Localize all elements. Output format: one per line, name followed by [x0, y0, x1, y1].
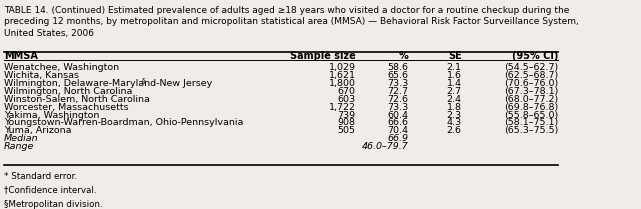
Text: 505: 505	[338, 126, 356, 135]
Text: 1,621: 1,621	[329, 71, 356, 80]
Text: 2.6: 2.6	[447, 126, 462, 135]
Text: (65.3–75.5): (65.3–75.5)	[504, 126, 558, 135]
Text: Wilmington, Delaware-Maryland-New Jersey: Wilmington, Delaware-Maryland-New Jersey	[4, 79, 212, 88]
Text: (67.3–78.1): (67.3–78.1)	[504, 87, 558, 96]
Text: 65.6: 65.6	[388, 71, 408, 80]
Text: 1.4: 1.4	[447, 79, 462, 88]
Text: (54.5–62.7): (54.5–62.7)	[504, 63, 558, 72]
Text: TABLE 14. (Continued) Estimated prevalence of adults aged ≥18 years who visited : TABLE 14. (Continued) Estimated prevalen…	[4, 6, 579, 38]
Text: Worcester, Massachusetts: Worcester, Massachusetts	[4, 103, 129, 112]
Text: 739: 739	[337, 111, 356, 120]
Text: * Standard error.: * Standard error.	[4, 172, 78, 181]
Text: 72.7: 72.7	[388, 87, 408, 96]
Text: (55.8–65.0): (55.8–65.0)	[504, 111, 558, 120]
Text: Wichita, Kansas: Wichita, Kansas	[4, 71, 79, 80]
Text: (68.0–77.2): (68.0–77.2)	[504, 95, 558, 104]
Text: Median: Median	[4, 134, 39, 143]
Text: 1.8: 1.8	[447, 103, 462, 112]
Text: 66.6: 66.6	[388, 119, 408, 127]
Text: 2.1: 2.1	[447, 63, 462, 72]
Text: 1,029: 1,029	[329, 63, 356, 72]
Text: Range: Range	[4, 142, 35, 151]
Text: (95% CI): (95% CI)	[512, 51, 558, 61]
Text: 58.6: 58.6	[388, 63, 408, 72]
Text: §: §	[142, 78, 146, 84]
Text: %: %	[399, 51, 408, 61]
Text: 2.4: 2.4	[447, 95, 462, 104]
Text: (69.8–76.8): (69.8–76.8)	[504, 103, 558, 112]
Text: (70.6–76.0): (70.6–76.0)	[504, 79, 558, 88]
Text: Yakima, Washington: Yakima, Washington	[4, 111, 99, 120]
Text: §Metropolitan division.: §Metropolitan division.	[4, 200, 103, 209]
Text: (62.5–68.7): (62.5–68.7)	[504, 71, 558, 80]
Text: 60.4: 60.4	[388, 111, 408, 120]
Text: Youngstown-Warren-Boardman, Ohio-Pennsylvania: Youngstown-Warren-Boardman, Ohio-Pennsyl…	[4, 119, 244, 127]
Text: 1,722: 1,722	[329, 103, 356, 112]
Text: 73.3: 73.3	[387, 103, 408, 112]
Text: 73.3: 73.3	[387, 79, 408, 88]
Text: 1.6: 1.6	[447, 71, 462, 80]
Text: Yuma, Arizona: Yuma, Arizona	[4, 126, 72, 135]
Text: 2.3: 2.3	[446, 111, 462, 120]
Text: 1,800: 1,800	[329, 79, 356, 88]
Text: 72.6: 72.6	[388, 95, 408, 104]
Text: 4.3: 4.3	[446, 119, 462, 127]
Text: 908: 908	[338, 119, 356, 127]
Text: 603: 603	[337, 95, 356, 104]
Text: 70.4: 70.4	[388, 126, 408, 135]
Text: Wilmington, North Carolina: Wilmington, North Carolina	[4, 87, 133, 96]
Text: (58.1–75.1): (58.1–75.1)	[504, 119, 558, 127]
Text: 46.0–79.7: 46.0–79.7	[362, 142, 408, 151]
Text: 66.9: 66.9	[388, 134, 408, 143]
Text: Sample size: Sample size	[290, 51, 356, 61]
Text: 2.7: 2.7	[447, 87, 462, 96]
Text: 670: 670	[338, 87, 356, 96]
Text: †Confidence interval.: †Confidence interval.	[4, 186, 97, 195]
Text: MMSA: MMSA	[4, 51, 38, 61]
Text: SE: SE	[448, 51, 462, 61]
Text: Winston-Salem, North Carolina: Winston-Salem, North Carolina	[4, 95, 150, 104]
Text: Wenatchee, Washington: Wenatchee, Washington	[4, 63, 119, 72]
